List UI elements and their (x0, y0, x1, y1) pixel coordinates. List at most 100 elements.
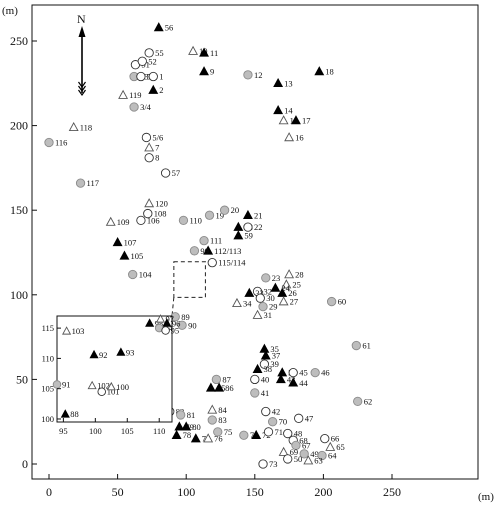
point-marker (353, 396, 363, 407)
point-marker (203, 433, 214, 443)
point-label: 23 (272, 273, 281, 283)
point-marker (211, 374, 222, 385)
x-unit-label: (m) (478, 491, 494, 503)
inset-point-marker (89, 349, 99, 359)
point-marker (213, 427, 223, 437)
point-marker (278, 115, 289, 125)
point-marker (141, 132, 152, 143)
inset-point-label: 101 (107, 387, 120, 397)
point-marker (233, 230, 244, 240)
point-marker (181, 421, 192, 431)
point-marker (136, 71, 146, 82)
point-marker (75, 178, 86, 188)
point-label: 51 (141, 60, 150, 70)
point-label: 45 (299, 368, 308, 378)
y-tick-label: 200 (10, 119, 28, 133)
point-label: 90 (188, 320, 197, 330)
inset-point-marker (106, 381, 116, 391)
point-label: 24 (281, 283, 290, 293)
point-label: 9 (210, 66, 214, 76)
inset-point-marker (155, 314, 166, 323)
inset-x-tick-label: 100 (89, 426, 102, 436)
point-marker (174, 421, 185, 431)
inset-point-label: 95 (171, 326, 180, 336)
point-marker (275, 374, 286, 384)
x-tick-label: 150 (246, 485, 264, 499)
point-marker (44, 137, 54, 148)
point-label: 62 (364, 396, 373, 406)
point-label: 13 (284, 78, 293, 88)
point-label: 84 (218, 405, 227, 415)
inset-point-label: 92 (99, 350, 108, 360)
point-label: 49 (310, 449, 319, 459)
point-marker (270, 282, 281, 292)
point-marker (219, 205, 230, 215)
point-marker (259, 343, 270, 353)
inset-point-marker (162, 318, 172, 327)
point-marker (294, 413, 304, 423)
point-label: 43 (287, 374, 296, 384)
point-marker (260, 350, 271, 360)
point-label: 20 (231, 205, 240, 215)
point-marker (189, 246, 200, 256)
point-label: 120 (155, 198, 168, 208)
point-marker (199, 47, 209, 57)
y-tick-label: 250 (10, 34, 28, 48)
point-marker (310, 367, 320, 378)
point-marker (178, 215, 189, 226)
point-label: 29 (269, 302, 278, 312)
inset-y-tick-label: 115 (42, 323, 54, 333)
point-label: 14 (284, 105, 293, 115)
point-marker (255, 293, 265, 303)
point-marker (148, 71, 158, 82)
point-label: 108 (154, 209, 167, 219)
point-label: 33 (255, 288, 264, 298)
point-marker (207, 258, 217, 268)
point-marker (303, 455, 314, 465)
point-marker (277, 287, 288, 297)
point-label: 76 (214, 434, 223, 444)
point-label: 61 (362, 341, 371, 351)
point-marker (250, 374, 260, 385)
point-label: 104 (139, 269, 153, 279)
point-label: 48 (294, 429, 303, 439)
point-label: 38 (264, 364, 273, 374)
inset-point-label: 102 (97, 381, 110, 391)
point-marker (351, 340, 361, 351)
point-label: 68 (299, 435, 308, 445)
point-marker (243, 222, 253, 232)
point-marker (284, 132, 295, 142)
point-marker (144, 153, 154, 163)
point-label: 80 (192, 422, 201, 432)
point-label: 105 (130, 251, 143, 261)
point-label: 21 (254, 210, 263, 220)
point-label: 99 (200, 246, 209, 256)
inset-point-label: 88 (70, 409, 79, 419)
point-marker (258, 301, 268, 312)
point-label: 55 (155, 48, 164, 58)
inset-connector-line (171, 297, 175, 317)
point-label: 89 (181, 312, 190, 322)
point-marker (204, 210, 215, 220)
inset-point-marker (161, 326, 170, 335)
point-label: 28 (295, 269, 304, 279)
point-label: 78 (183, 430, 192, 440)
inset-point-marker (60, 409, 70, 418)
inset-point-marker (62, 326, 72, 335)
point-marker (288, 367, 298, 378)
inset-points-layer: 103989796949592939110210110088 (52, 314, 180, 419)
inset-point-marker (87, 380, 97, 390)
point-label: 27 (290, 297, 299, 307)
point-label: 79 (185, 422, 194, 432)
point-label: 1 (159, 72, 163, 82)
inset-zoom-panel: 103989796949592939110210110088 951001051… (41, 314, 180, 436)
x-tick-label: 100 (177, 485, 195, 499)
point-marker (190, 433, 201, 443)
point-marker (143, 208, 153, 219)
point-marker (232, 297, 242, 308)
inset-x-tick-label: 110 (153, 426, 165, 436)
point-label: 119 (129, 90, 141, 100)
point-marker (136, 215, 146, 226)
point-marker (119, 250, 130, 260)
